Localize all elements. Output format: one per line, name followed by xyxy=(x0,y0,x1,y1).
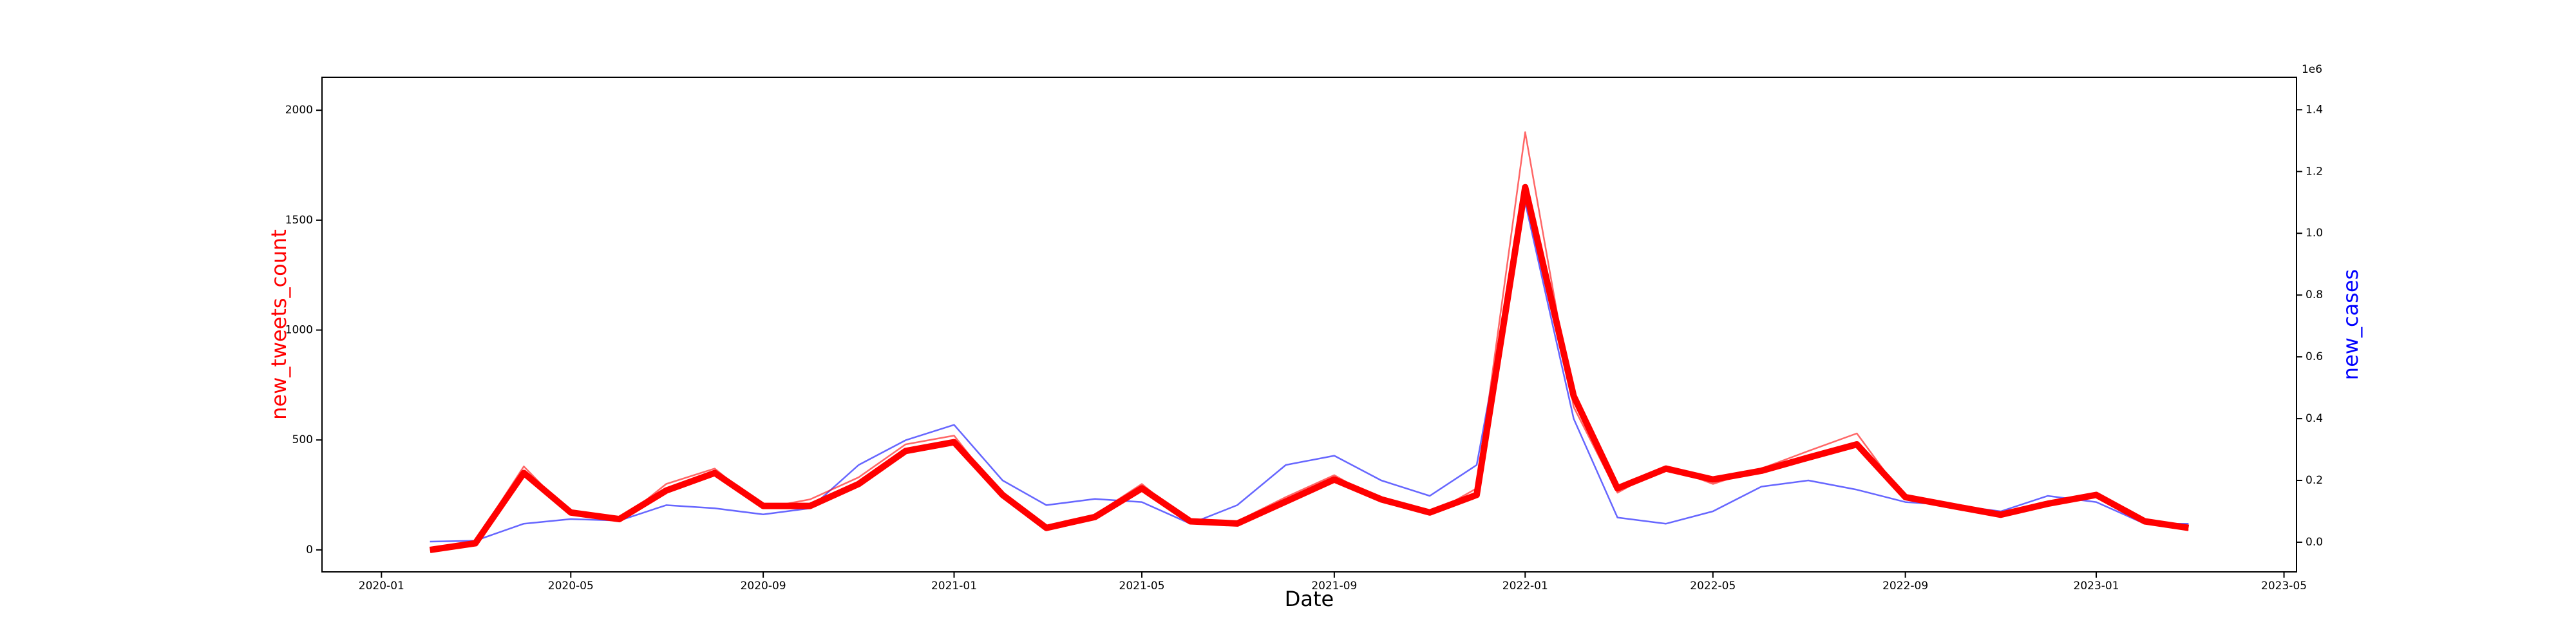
y2-tick-label: 1.4 xyxy=(2306,103,2323,116)
plot-frame xyxy=(321,77,2297,573)
series-line xyxy=(430,131,2189,551)
y2-tick-label: 0.2 xyxy=(2306,474,2323,487)
y2-tick-label: 1.2 xyxy=(2306,165,2323,178)
y2-tick-label: 0.8 xyxy=(2306,289,2323,301)
y-tick-label: 1000 xyxy=(285,324,313,337)
series-line xyxy=(430,202,2189,543)
y-tick-label: 2000 xyxy=(285,104,313,117)
x-tick-label: 2021-01 xyxy=(931,580,977,592)
smoothed-line xyxy=(429,184,2190,553)
x-tick-label: 2023-05 xyxy=(2261,580,2307,592)
y2-tick-label: 0.6 xyxy=(2306,350,2323,363)
x-tick-label: 2022-09 xyxy=(1882,580,1928,592)
y-axis-label: new_tweets_count xyxy=(267,229,291,420)
y2-tick-label: 0.4 xyxy=(2306,412,2323,425)
y-tick-label: 0 xyxy=(306,544,313,556)
y2-tick-label: 0.0 xyxy=(2306,536,2323,549)
y2-offset-label: 1e6 xyxy=(2302,63,2322,76)
x-tick-label: 2020-05 xyxy=(548,580,594,592)
y-tick-label: 500 xyxy=(292,433,313,446)
y-tick-label: 1500 xyxy=(285,214,313,227)
x-tick-label: 2021-09 xyxy=(1311,580,1357,592)
x-tick-label: 2022-01 xyxy=(1502,580,1548,592)
y2-tick-label: 1.0 xyxy=(2306,227,2323,240)
x-axis-label: Date xyxy=(1285,587,1334,611)
x-tick-label: 2020-01 xyxy=(359,580,404,592)
x-tick-label: 2021-05 xyxy=(1119,580,1165,592)
x-tick-label: 2023-01 xyxy=(2074,580,2119,592)
x-tick-label: 2022-05 xyxy=(1690,580,1736,592)
y2-axis-label: new_cases xyxy=(2338,269,2363,380)
x-tick-label: 2020-09 xyxy=(741,580,786,592)
